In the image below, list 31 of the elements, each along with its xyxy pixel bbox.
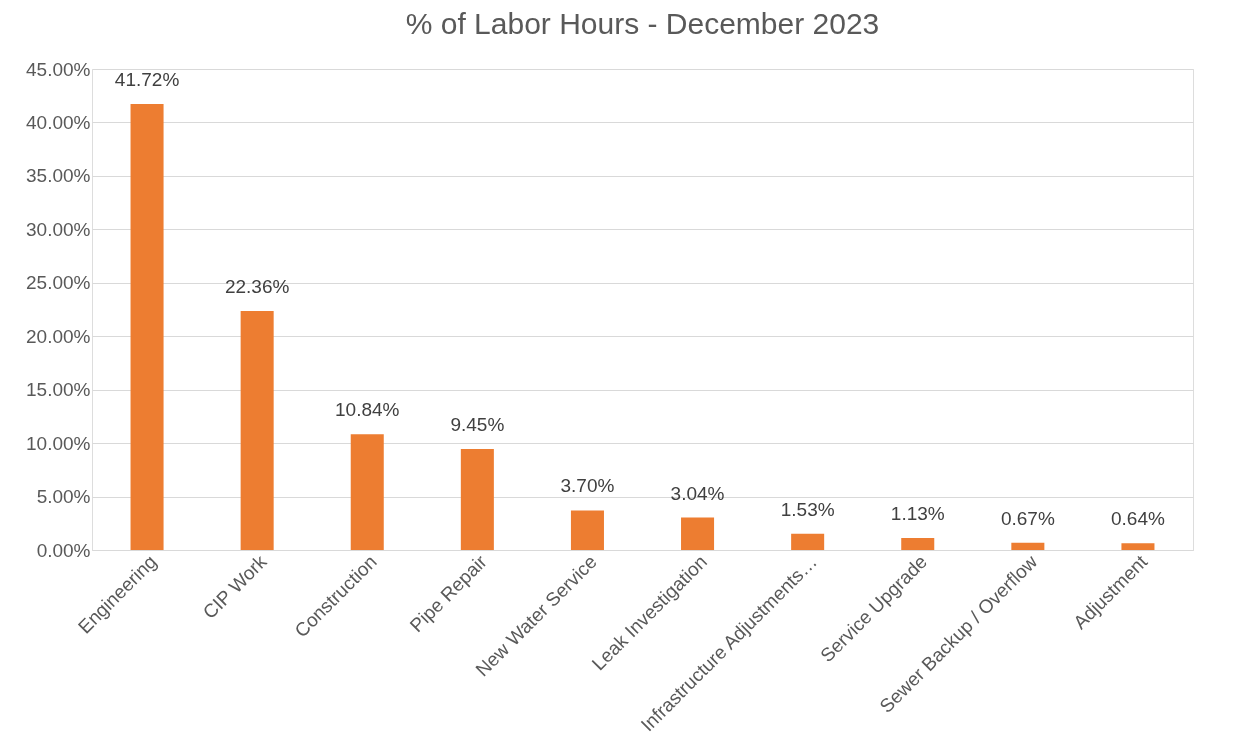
bar	[1121, 543, 1155, 550]
data-label: 0.67%	[1000, 507, 1055, 529]
y-tick-label: 30.00%	[26, 218, 91, 240]
bar	[901, 537, 935, 550]
data-label: 3.04%	[670, 482, 725, 504]
data-label: 41.72%	[114, 69, 180, 91]
bar	[130, 104, 164, 550]
chart-title: % of Labor Hours - December 2023	[405, 7, 880, 40]
bar	[460, 448, 494, 550]
bar	[791, 533, 825, 550]
data-label: 10.84%	[335, 399, 400, 421]
bar	[681, 517, 715, 550]
y-tick-label: 5.00%	[36, 486, 91, 508]
data-label: 1.13%	[890, 502, 945, 524]
data-label: 0.64%	[1111, 508, 1165, 530]
y-tick-label: 15.00%	[26, 379, 91, 401]
y-tick-label: 40.00%	[26, 111, 91, 133]
y-tick-label: 35.00%	[26, 165, 91, 187]
data-label: 3.70%	[560, 475, 615, 497]
y-tick-label: 20.00%	[26, 325, 91, 347]
data-label: 22.36%	[224, 276, 290, 297]
y-tick-label: 10.00%	[26, 432, 91, 454]
bar	[1011, 542, 1045, 550]
data-label: 9.45%	[450, 413, 505, 435]
bar	[240, 311, 274, 550]
y-tick-label: 45.00%	[26, 58, 91, 80]
bar	[350, 434, 384, 550]
y-tick-label: 25.00%	[26, 272, 91, 294]
y-tick-label: 0.00%	[36, 539, 91, 561]
data-label: 1.53%	[780, 498, 835, 520]
bar	[570, 510, 604, 550]
